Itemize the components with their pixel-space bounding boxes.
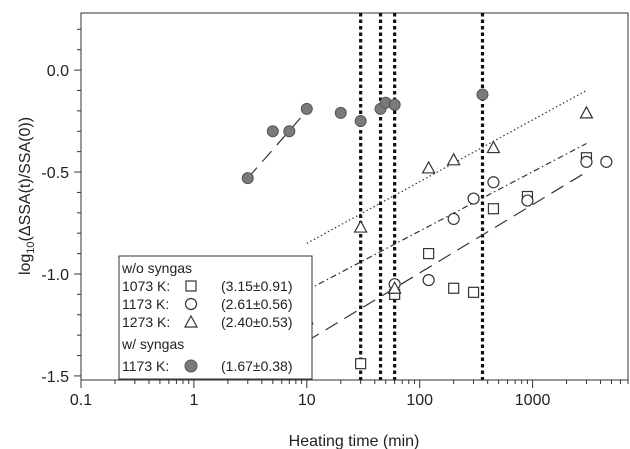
circle-point [521, 194, 534, 207]
square-point [448, 282, 460, 294]
square-point [423, 247, 435, 260]
legend-square-marker [185, 280, 197, 292]
y-axis-label-expression: (ΔSSA(t)/SSA(0)) [17, 117, 34, 241]
triangle-point [421, 160, 436, 174]
y-axis-label-subscript: 10 [25, 241, 37, 253]
x-tick-label: 0.1 [70, 392, 92, 409]
triangle-point [579, 105, 594, 119]
filled-circle-point [388, 98, 401, 111]
y-axis-label: log10(ΔSSA(t)/SSA(0)) [17, 117, 37, 275]
circle-point [487, 176, 500, 189]
triangle-point [446, 152, 461, 166]
y-axis-label-log: log [17, 254, 34, 275]
fit-line [306, 171, 587, 342]
legend-triangle-marker [183, 314, 199, 328]
legend-label-1173k-syngas: 1173 K: [122, 358, 169, 374]
circle-point [580, 155, 593, 168]
legend-header-with-syngas: w/ syngas [121, 336, 184, 352]
x-tick-label: 10 [298, 392, 316, 409]
square-point [487, 203, 500, 215]
legend-box [118, 255, 313, 380]
x-tick-label: 1 [189, 392, 198, 409]
circle-point [600, 155, 613, 168]
y-tick-label: -1.5 [41, 369, 69, 386]
legend-label-1173k: 1173 K: [122, 296, 169, 312]
triangle-point [387, 280, 402, 294]
legend-value-1073k: (3.15±0.91) [221, 278, 293, 294]
filled-circle-point [334, 106, 347, 119]
triangle-point [353, 219, 368, 233]
filled-circle-point [354, 115, 367, 128]
legend-label-1273k: 1273 K: [122, 314, 170, 330]
legend-header-without-syngas: w/o syngas [121, 260, 192, 276]
legend-filled-circle-marker [184, 359, 198, 373]
fit-lines [247, 89, 587, 342]
legend-circle-marker [184, 297, 198, 311]
circle-point [467, 192, 480, 205]
x-axis-label: Heating time (min) [289, 433, 420, 449]
filled-circle-point [283, 125, 296, 138]
legend-value-1273k: (2.40±0.53) [221, 314, 293, 330]
x-tick-label: 100 [406, 392, 433, 409]
fit-line [306, 89, 587, 244]
legend-label-1073k: 1073 K: [122, 278, 170, 294]
data-points [241, 88, 613, 370]
filled-circle-point [241, 172, 254, 185]
circle-point [447, 212, 460, 226]
y-tick-label: 0.0 [47, 63, 69, 80]
fit-line [247, 110, 308, 179]
x-tick-label: 1000 [515, 392, 551, 409]
circle-point [422, 273, 435, 287]
y-tick-label: -1.0 [41, 267, 69, 284]
vertical-reference-lines [359, 13, 485, 380]
fit-line [306, 142, 587, 291]
legend: w/o syngas 1073 K: (3.15±0.91) 1173 K: (… [118, 255, 313, 380]
legend-value-1173k: (2.61±0.56) [221, 296, 293, 312]
legend-value-1173k-syngas: (1.67±0.38) [221, 358, 293, 374]
square-point [467, 286, 480, 298]
filled-circle-point [476, 88, 489, 101]
filled-circle-point [300, 102, 313, 115]
filled-circle-point [266, 125, 279, 138]
y-tick-label: -0.5 [41, 165, 69, 182]
axis-ticks: 0.1 1 10 100 1000 0.0 -0.5 -1.0 -1.5 [41, 28, 629, 409]
triangle-point [486, 140, 501, 154]
square-point [355, 358, 367, 370]
